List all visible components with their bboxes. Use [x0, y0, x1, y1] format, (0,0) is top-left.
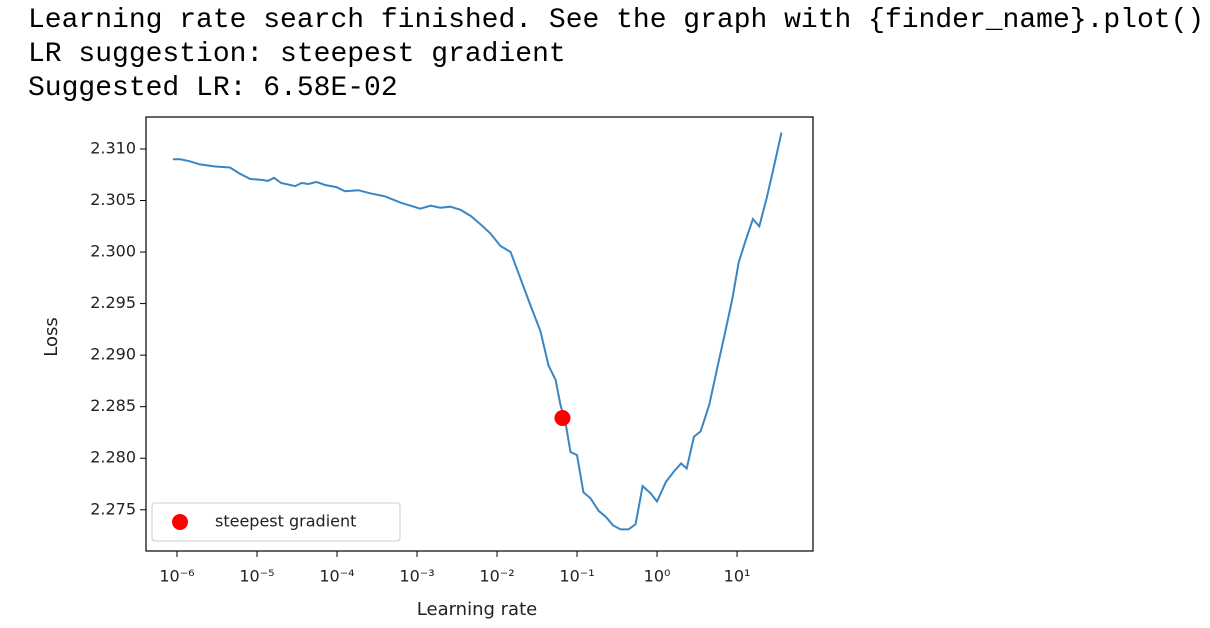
- x-axis-label: Learning rate: [417, 599, 537, 620]
- y-axis-label: Loss: [41, 317, 62, 356]
- y-tick-label: 2.280: [90, 448, 136, 467]
- y-tick-label: 2.290: [90, 345, 136, 364]
- legend-marker: [172, 514, 188, 530]
- x-tick-label: 10⁰: [644, 567, 671, 586]
- plot-frame: [145, 116, 814, 552]
- output-line: Learning rate search finished. See the g…: [28, 5, 1204, 36]
- legend-box: [151, 502, 401, 542]
- x-tick-label: 10⁻²: [479, 567, 514, 586]
- y-tick-label: 2.295: [90, 293, 136, 312]
- x-tick-label: 10¹: [724, 567, 751, 586]
- y-tick-label: 2.275: [90, 499, 136, 518]
- loss-line: [172, 132, 783, 531]
- x-tick-label: 10⁻⁶: [159, 567, 194, 586]
- output-line: LR suggestion: steepest gradient: [28, 39, 566, 70]
- x-tick-label: 10⁻⁵: [239, 567, 274, 586]
- x-tick-label: 10⁻¹: [559, 567, 594, 586]
- output-line: Suggested LR: 6.58E-02: [28, 73, 398, 104]
- y-tick-label: 2.310: [90, 138, 136, 157]
- legend-label: steepest gradient: [215, 512, 356, 531]
- y-tick-label: 2.285: [90, 396, 136, 415]
- x-tick-label: 10⁻³: [399, 567, 434, 586]
- x-tick-label: 10⁻⁴: [319, 567, 354, 586]
- suggested-point: [554, 410, 571, 427]
- y-tick-label: 2.300: [90, 242, 136, 261]
- y-tick-label: 2.305: [90, 190, 136, 209]
